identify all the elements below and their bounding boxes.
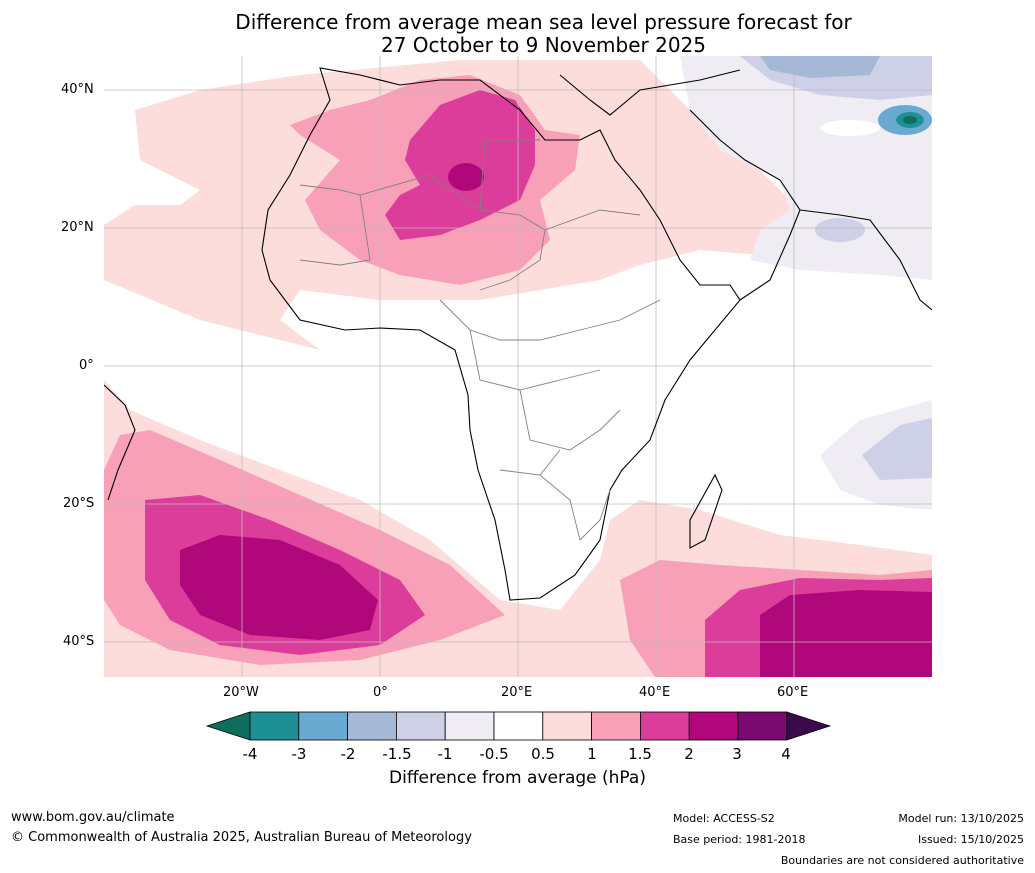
colorbar-cell <box>444 711 495 741</box>
lat-label-40n: 40°N <box>61 82 94 97</box>
colorbar-tick: -4 <box>242 745 258 763</box>
colorbar-tick: 3 <box>732 745 742 763</box>
colorbar-tick: 1.5 <box>628 745 652 763</box>
footer-copyright: © Commonwealth of Australia 2025, Austra… <box>11 830 472 845</box>
region-negative-4-tibet <box>903 116 917 124</box>
colorbar-tick: -1.5 <box>382 745 412 763</box>
lat-label-20s: 20°S <box>63 496 95 511</box>
region-positive-2-north <box>448 163 484 191</box>
lon-label-20w: 20°W <box>223 685 259 700</box>
region-positive-0.5-arabia <box>655 165 720 250</box>
country-borders <box>299 139 661 541</box>
colorbar-cell <box>737 711 788 741</box>
footer-model: Model: ACCESS-S2 <box>673 812 775 825</box>
region-positive-2-south-indian <box>760 590 932 677</box>
footer-disclaimer: Boundaries are not considered authoritat… <box>780 854 1024 867</box>
colorbar-tick: 1 <box>587 745 597 763</box>
lon-label-20e: 20°E <box>501 685 533 700</box>
footer-website: www.bom.gov.au/climate <box>11 810 175 825</box>
region-neutral-inland <box>820 120 880 136</box>
colorbar-tick: 4 <box>781 745 791 763</box>
colorbar-extend-high <box>786 711 832 741</box>
colorbar-cell <box>298 711 348 741</box>
coastlines <box>104 67 932 601</box>
graticule <box>104 56 932 677</box>
colorbar-label: Difference from average (hPa) <box>389 768 646 788</box>
footer-base-period: Base period: 1981-2018 <box>673 833 806 846</box>
region-negative-1-india <box>815 218 865 242</box>
colorbar-cell <box>688 711 739 741</box>
colorbar-cell <box>640 711 690 741</box>
region-positive-2-south-atlantic <box>180 535 378 640</box>
colorbar-cell <box>249 711 300 741</box>
map-title-line2: 27 October to 9 November 2025 <box>380 33 707 57</box>
map-title-line1: Difference from average mean sea level p… <box>235 10 852 34</box>
anomaly-field <box>104 56 932 677</box>
region-negative-1.5-east <box>760 56 880 78</box>
lat-label-equator: 0° <box>79 358 94 373</box>
lon-label-0: 0° <box>373 685 388 700</box>
lat-label-40s: 40°S <box>63 634 95 649</box>
colorbar-cell <box>347 711 397 741</box>
region-negative-0.5-east <box>680 56 932 280</box>
colorbar-tick: -1 <box>437 745 453 763</box>
region-negative-1-south-indian <box>862 418 932 480</box>
colorbar-cell <box>395 711 446 741</box>
colorbar-tick: -3 <box>291 745 307 763</box>
lon-label-60e: 60°E <box>777 685 809 700</box>
colorbar-cell <box>591 711 641 741</box>
footer-model-run: Model run: 13/10/2025 <box>898 812 1024 825</box>
colorbar-tick: -0.5 <box>479 745 509 763</box>
colorbar-tick: 2 <box>684 745 694 763</box>
colorbar-tick: -2 <box>340 745 356 763</box>
footer-issued: Issued: 15/10/2025 <box>917 833 1024 846</box>
colorbar-cell <box>542 711 592 741</box>
colorbar-cell <box>493 711 544 741</box>
colorbar-extend-low <box>205 711 251 741</box>
lat-label-20n: 20°N <box>61 220 94 235</box>
lon-label-40e: 40°E <box>639 685 671 700</box>
colorbar-tick: 0.5 <box>531 745 555 763</box>
